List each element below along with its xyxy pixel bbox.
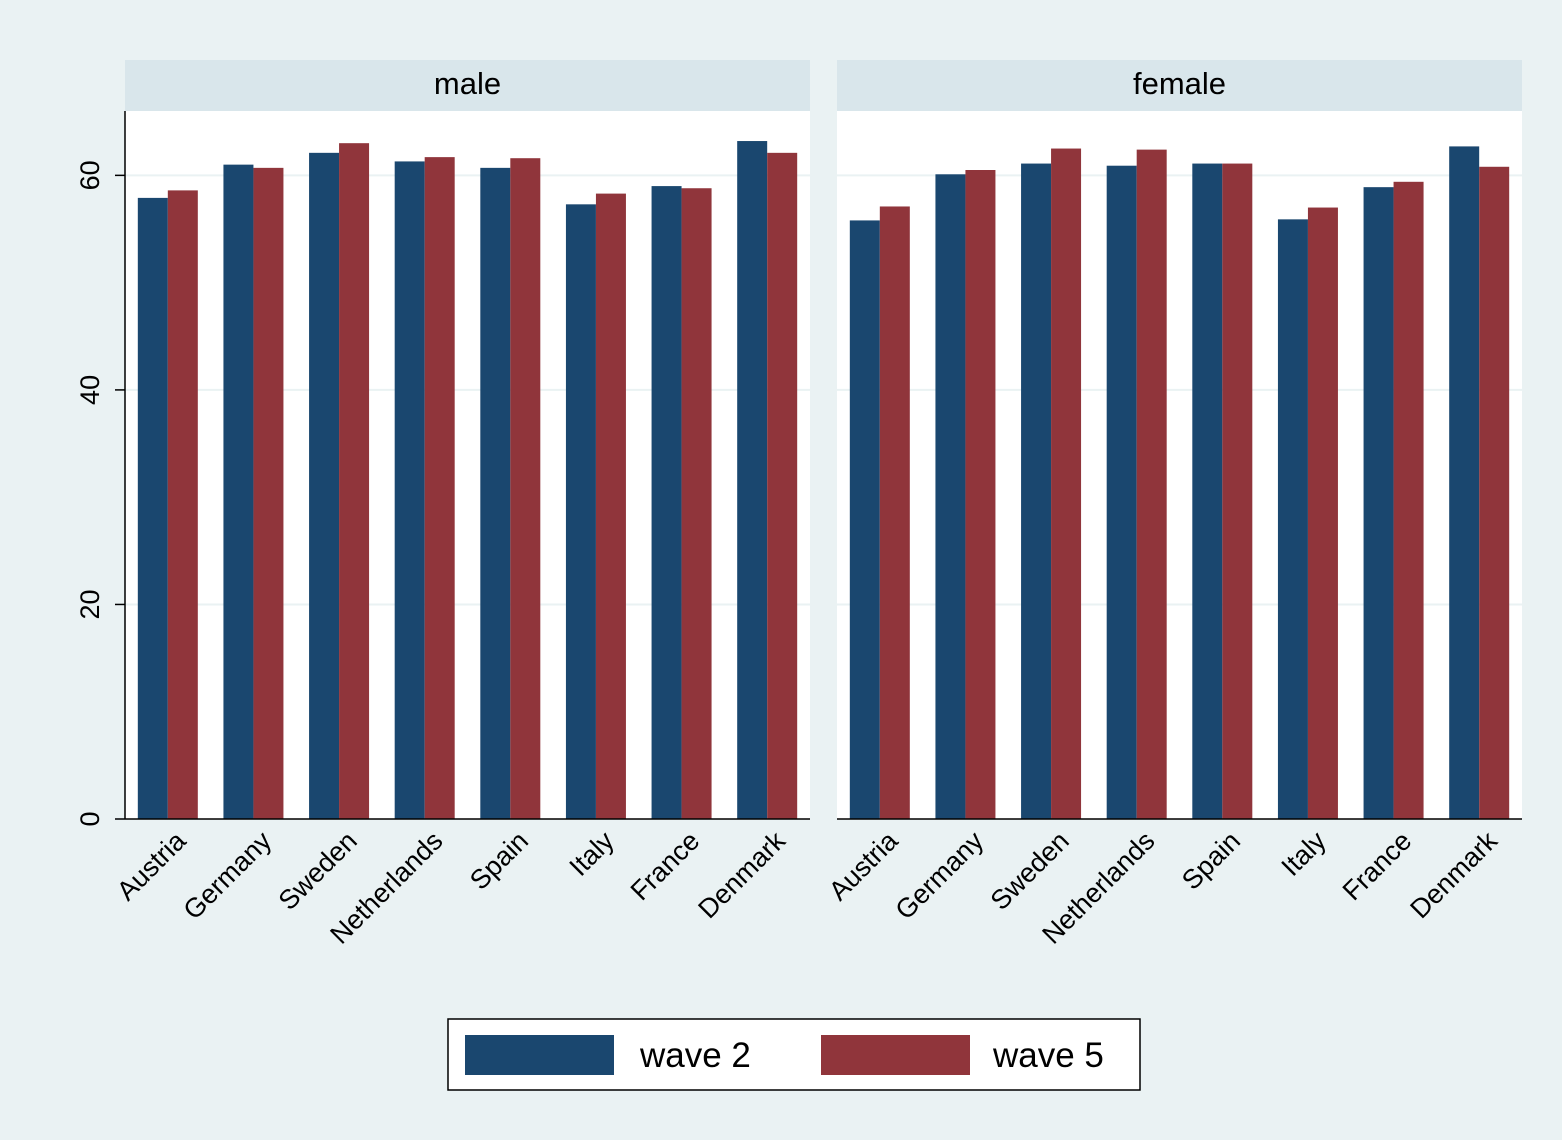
bar-female-wave2-netherlands [1106,165,1137,819]
bar-female-wave2-italy [1277,219,1308,819]
bar-female-wave2-france [1363,187,1394,819]
bar-male-wave5-spain [510,158,541,819]
bar-male-wave2-sweden [309,152,340,819]
legend-label-wave2: wave 2 [639,1036,751,1075]
bar-female-wave2-denmark [1449,146,1480,819]
bar-female-wave5-denmark [1479,166,1510,820]
bar-female-wave2-sweden [1021,163,1052,820]
y-tick-label: 60 [75,160,105,190]
bar-female-wave2-germany [935,174,966,820]
bar-female-wave5-france [1393,181,1424,820]
bar-male-wave2-austria [137,197,168,819]
bar-male-wave5-netherlands [424,157,455,820]
panel-strip-1 [837,60,1522,111]
bar-male-wave2-germany [223,164,254,820]
y-tick-label: 20 [75,589,105,619]
y-tick-label: 40 [75,375,105,405]
panel-title-1: female [1133,66,1226,101]
bar-male-wave5-austria [167,190,198,819]
legend-swatch-wave2 [465,1035,614,1075]
bar-female-wave5-austria [879,206,910,820]
bar-female-wave2-spain [1192,163,1223,820]
bar-male-wave5-germany [253,167,284,819]
legend-label-wave5: wave 5 [992,1036,1104,1075]
panel-strip-0 [125,60,810,111]
panel-title-0: male [434,66,501,101]
bar-male-wave5-france [681,188,712,820]
legend-swatch-wave5 [821,1035,970,1075]
bar-female-wave5-sweden [1051,148,1082,819]
bar-male-wave2-netherlands [394,161,425,819]
bar-male-wave5-denmark [767,152,798,819]
bar-male-wave2-france [651,186,682,819]
bar-female-wave5-netherlands [1136,149,1167,820]
bar-female-wave5-germany [965,170,996,819]
bar-female-wave2-austria [849,220,880,819]
bar-female-wave5-italy [1307,207,1338,819]
bar-male-wave2-italy [565,204,596,819]
bar-male-wave2-denmark [737,141,768,819]
y-tick-label: 0 [75,811,105,826]
bar-male-wave5-italy [595,193,626,820]
bar-male-wave5-sweden [339,143,370,819]
bar-male-wave2-spain [480,167,511,819]
bar-female-wave5-spain [1222,163,1253,820]
